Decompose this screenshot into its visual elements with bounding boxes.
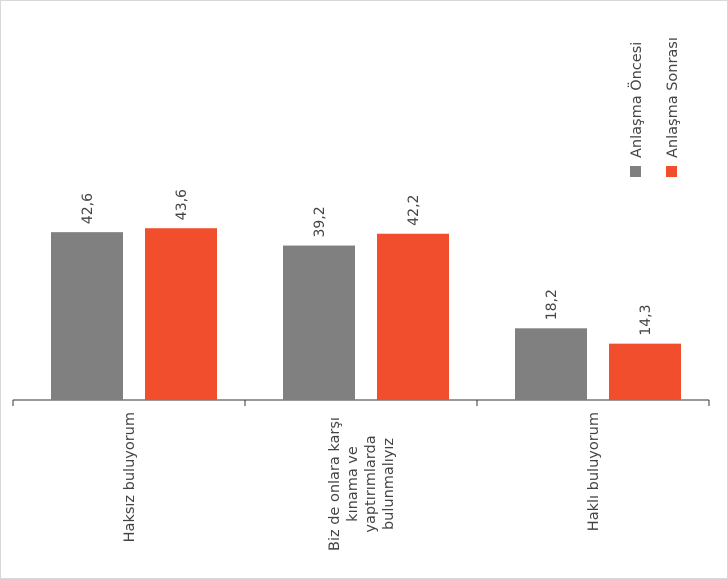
bar-after (377, 233, 449, 400)
legend-swatch (666, 166, 677, 177)
category-label-line: Haklı buluyorum (586, 412, 602, 531)
category-label-line: yaptırımlarda (363, 435, 379, 532)
data-label: 39,2 (312, 206, 328, 237)
legend-swatch (630, 166, 641, 177)
category-label-line: Haksız buluyorum (122, 412, 138, 542)
bar-before (51, 232, 123, 400)
bar-after (145, 228, 217, 400)
category-label-line: Biz de onlara karşı (327, 417, 343, 551)
data-label: 14,3 (638, 304, 654, 335)
legend-label: Anlaşma Öncesi (627, 42, 645, 158)
data-label: 18,2 (544, 289, 560, 320)
bar-before (283, 245, 355, 400)
data-label: 42,6 (80, 193, 96, 224)
bar-after (609, 343, 681, 400)
bar-before (515, 328, 587, 400)
data-label: 43,6 (174, 189, 190, 220)
legend-label: Anlaşma Sonrası (665, 37, 681, 158)
category-label-line: kınama ve (345, 446, 361, 522)
category-label-line: bulunmalıyız (381, 438, 397, 530)
data-label: 42,2 (406, 195, 422, 226)
